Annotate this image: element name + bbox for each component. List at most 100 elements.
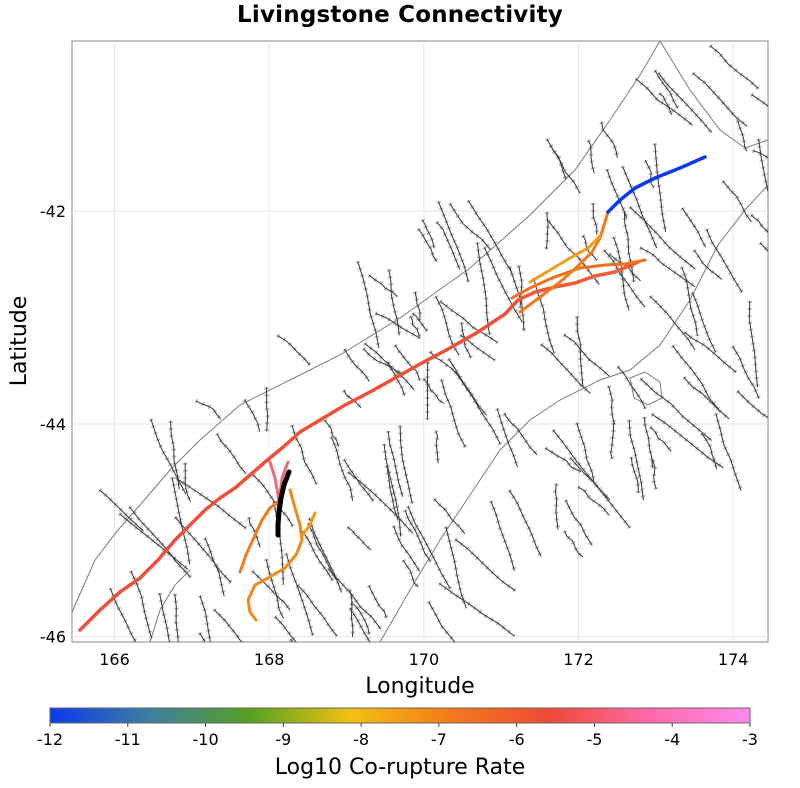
fault-trace (476, 242, 490, 335)
fault-trace (628, 419, 644, 501)
fault-trace (692, 72, 748, 127)
colorbar-label: Log10 Co-rupture Rate (275, 755, 526, 780)
fault-trace (629, 206, 696, 270)
fault-trace (752, 150, 768, 159)
livingstone-fault (275, 469, 292, 538)
fault-trace (412, 313, 428, 332)
fault-trace (285, 553, 314, 636)
alpine-fault-southwest (78, 298, 520, 632)
fault-trace (383, 443, 402, 537)
alpine-fault-central (516, 260, 640, 302)
fault-trace (445, 526, 467, 609)
fault-trace (654, 143, 667, 232)
x-tick-label: 166 (99, 650, 130, 669)
fault-trace (171, 477, 191, 565)
fault-trace (644, 160, 655, 188)
fault-trace (199, 595, 211, 642)
fault-trace (693, 249, 723, 280)
fault-trace (503, 413, 538, 455)
fault-trace (433, 498, 466, 535)
fault-trace (701, 432, 718, 470)
fault-trace (243, 399, 260, 432)
fault-trace (289, 638, 294, 642)
colorbar-tick-label: -5 (586, 730, 602, 749)
fault-trace (349, 607, 371, 642)
y-tick-label: -42 (40, 202, 66, 221)
fault-trace (722, 180, 752, 222)
fault-trace (732, 346, 760, 399)
fault-trace (608, 385, 615, 425)
fault-trace (297, 584, 338, 637)
fault-trace (393, 525, 421, 572)
fault-trace (368, 274, 398, 297)
fault-trace (407, 505, 451, 589)
fault-trace (545, 212, 549, 250)
fault-trace (565, 499, 593, 546)
fault-trace (635, 78, 693, 126)
fault-trace (417, 228, 438, 262)
x-tick-label: 168 (254, 650, 285, 669)
fault-trace (483, 247, 523, 323)
fault-trace (174, 593, 179, 642)
fault-trace (640, 378, 713, 441)
fault-trace (347, 471, 414, 534)
fault-trace (394, 344, 421, 381)
y-axis-title: Latitude (7, 296, 32, 387)
fault-network (97, 43, 800, 642)
colorbar-tick-label: -3 (742, 730, 758, 749)
fault-trace (251, 570, 291, 611)
fault-trace (709, 45, 759, 89)
connected-faults (78, 155, 707, 632)
fault-trace (439, 300, 498, 344)
colorbar-tick-label: -9 (275, 730, 291, 749)
fault-trace (199, 632, 206, 642)
fault-trace (441, 379, 466, 448)
colorbar-tick-label: -8 (353, 730, 369, 749)
fault-trace (388, 269, 400, 336)
fault-trace (265, 387, 269, 432)
fault-trace (769, 176, 800, 223)
fault-trace (592, 202, 598, 235)
local-fault-orange-a (238, 498, 282, 574)
coastline (72, 41, 768, 642)
fault-trace (437, 201, 469, 283)
fault-trace (564, 530, 584, 558)
fault-trace (435, 430, 439, 464)
fault-trace (213, 609, 243, 642)
fault-trace (204, 537, 225, 597)
wairau-fault-south (518, 210, 610, 314)
fault-trace (540, 343, 591, 394)
fault-trace (343, 389, 362, 409)
local-fault-orange-c (300, 511, 317, 538)
y-tick-label: -46 (40, 628, 66, 647)
fault-trace (644, 416, 653, 469)
fault-trace (508, 489, 542, 557)
fault-trace (216, 433, 247, 474)
fault-trace (399, 425, 413, 504)
colorbar-tick-label: -11 (115, 730, 141, 749)
fault-trace (404, 509, 431, 562)
x-tick-labels: 166 168 170 172 174 (99, 650, 748, 669)
fault-trace (496, 408, 518, 468)
x-axis-title: Longitude (365, 674, 474, 699)
fault-trace (622, 166, 658, 249)
hope-fault (510, 258, 647, 300)
fault-trace (347, 526, 372, 551)
wairau-fault-blue (606, 155, 707, 214)
fault-trace (170, 420, 180, 490)
fault-trace (706, 228, 743, 293)
fault-trace (650, 426, 672, 452)
fault-trace (428, 601, 456, 642)
fault-trace (461, 322, 472, 359)
fault-trace (327, 568, 382, 630)
fault-trace (748, 300, 758, 388)
fault-trace (683, 376, 730, 420)
fault-trace (684, 331, 737, 373)
fault-trace (386, 465, 399, 521)
fault-trace (438, 582, 515, 637)
fault-trace (349, 589, 354, 637)
fault-trace (606, 169, 628, 219)
fault-trace (554, 483, 559, 530)
fault-trace (630, 456, 639, 494)
